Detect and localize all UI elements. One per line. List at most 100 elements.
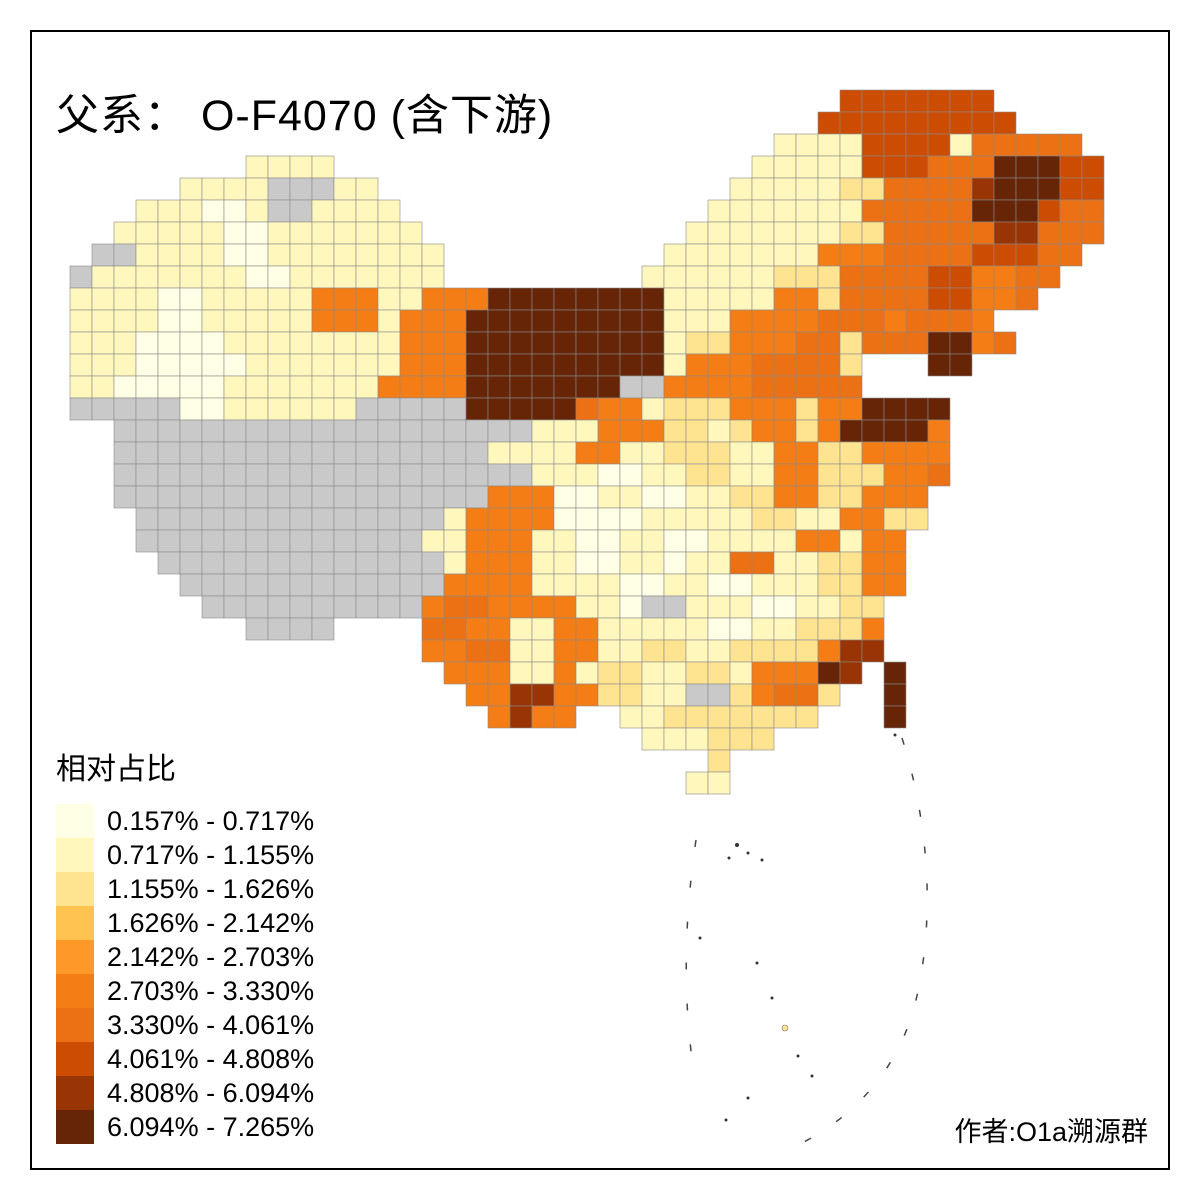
map-cell — [443, 397, 467, 421]
map-cell — [619, 397, 643, 421]
map-cell — [773, 529, 797, 553]
map-cell — [245, 243, 269, 267]
map-cell — [157, 353, 181, 377]
map-cell — [355, 551, 379, 575]
map-cell — [597, 661, 621, 685]
map-cell — [773, 375, 797, 399]
map-cell — [839, 243, 863, 267]
map-cell — [465, 309, 489, 333]
map-cell — [465, 661, 489, 685]
map-cell — [201, 375, 225, 399]
map-cell — [685, 617, 709, 641]
map-cell — [465, 507, 489, 531]
map-cell — [641, 705, 665, 729]
map-cell — [91, 243, 115, 267]
map-cell — [839, 265, 863, 289]
map-cell — [531, 661, 555, 685]
map-cell — [773, 595, 797, 619]
map-cell — [421, 617, 445, 641]
author-credit: 作者:O1a溯源群 — [954, 1117, 1148, 1147]
map-cell — [531, 353, 555, 377]
map-cell — [839, 89, 863, 113]
map-cell — [311, 199, 335, 223]
map-cell — [179, 507, 203, 531]
map-cell — [707, 199, 731, 223]
map-cell — [619, 661, 643, 685]
map-cell — [663, 573, 687, 597]
map-cell — [751, 705, 775, 729]
map-cell — [619, 683, 643, 707]
map-cell — [179, 463, 203, 487]
map-cell — [773, 639, 797, 663]
map-cell — [267, 155, 291, 179]
map-cell — [685, 287, 709, 311]
map-cell — [311, 441, 335, 465]
map-cell — [267, 243, 291, 267]
map-cell — [883, 287, 907, 311]
map-cell — [905, 287, 929, 311]
map-cell — [487, 639, 511, 663]
map-cell — [641, 397, 665, 421]
map-cell — [487, 441, 511, 465]
map-cell — [773, 573, 797, 597]
map-cell — [509, 595, 533, 619]
map-cell — [399, 595, 423, 619]
map-cell — [817, 199, 841, 223]
map-cell — [575, 573, 599, 597]
map-cell — [597, 419, 621, 443]
map-cell — [355, 485, 379, 509]
map-cell — [949, 353, 973, 377]
map-cell — [993, 287, 1017, 311]
map-cell — [355, 441, 379, 465]
map-cell — [443, 419, 467, 443]
map-cell — [311, 177, 335, 201]
map-cell — [971, 243, 995, 267]
map-cell — [509, 441, 533, 465]
map-cell — [817, 353, 841, 377]
map-cell — [707, 243, 731, 267]
map-cell — [751, 573, 775, 597]
map-cell — [927, 331, 951, 355]
map-cell — [157, 419, 181, 443]
map-cell — [553, 287, 577, 311]
map-cell — [267, 397, 291, 421]
map-cell — [883, 155, 907, 179]
map-cell — [839, 353, 863, 377]
map-cell — [861, 639, 885, 663]
map-cell — [421, 573, 445, 597]
map-cell — [201, 485, 225, 509]
map-cell — [927, 177, 951, 201]
map-cell — [817, 221, 841, 245]
map-cell — [399, 287, 423, 311]
map-cell — [355, 595, 379, 619]
map-cell — [443, 661, 467, 685]
map-cell — [597, 639, 621, 663]
map-cell — [157, 529, 181, 553]
map-cell — [707, 705, 731, 729]
map-cell — [707, 375, 731, 399]
map-cell — [201, 573, 225, 597]
map-cell — [179, 353, 203, 377]
legend-swatch — [56, 804, 94, 838]
map-cell — [553, 639, 577, 663]
map-cell — [905, 485, 929, 509]
map-cell — [685, 309, 709, 333]
map-cell — [795, 221, 819, 245]
map-cell — [707, 661, 731, 685]
map-cell — [839, 661, 863, 685]
map-cell — [157, 287, 181, 311]
map-cell — [575, 683, 599, 707]
map-cell — [245, 375, 269, 399]
map-cell — [817, 331, 841, 355]
map-cell — [223, 595, 247, 619]
map-cell — [993, 265, 1017, 289]
map-cell — [377, 551, 401, 575]
map-cell — [267, 177, 291, 201]
map-cell — [135, 419, 159, 443]
map-cell — [971, 133, 995, 157]
map-cell — [135, 287, 159, 311]
map-cell — [399, 441, 423, 465]
map-cell — [157, 485, 181, 509]
map-cell — [751, 397, 775, 421]
map-cell — [377, 573, 401, 597]
